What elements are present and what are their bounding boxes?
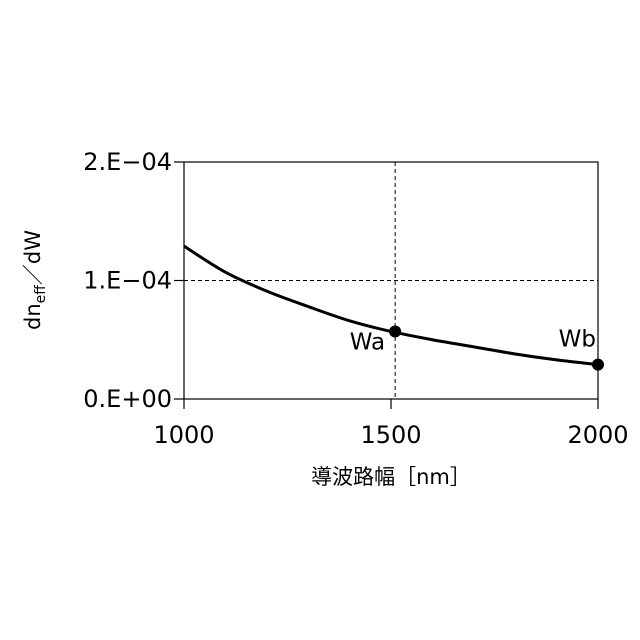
y-axis-title-main: dn [21, 303, 45, 330]
x-tick-label-2: 2000 [567, 421, 628, 449]
y-axis-title: dneff／dW [21, 230, 49, 330]
y-tick-label-2: 2.E−04 [83, 148, 172, 176]
x-tick-label-1: 1500 [360, 421, 421, 449]
x-axis-title: 導波路幅［nm］ [311, 465, 471, 489]
point-label-wa: Wa [350, 329, 385, 355]
series-line-0 [184, 246, 598, 364]
point-label-wb: Wb [559, 327, 596, 353]
y-axis-title-suffix: ／dW [21, 230, 45, 285]
y-tick-label-0: 0.E+00 [83, 385, 172, 413]
y-tick-label-1: 1.E−04 [83, 267, 172, 295]
x-tick-label-0: 1000 [153, 421, 214, 449]
y-axis-title-subscript: eff [33, 285, 49, 304]
data-point-wa [389, 325, 401, 337]
